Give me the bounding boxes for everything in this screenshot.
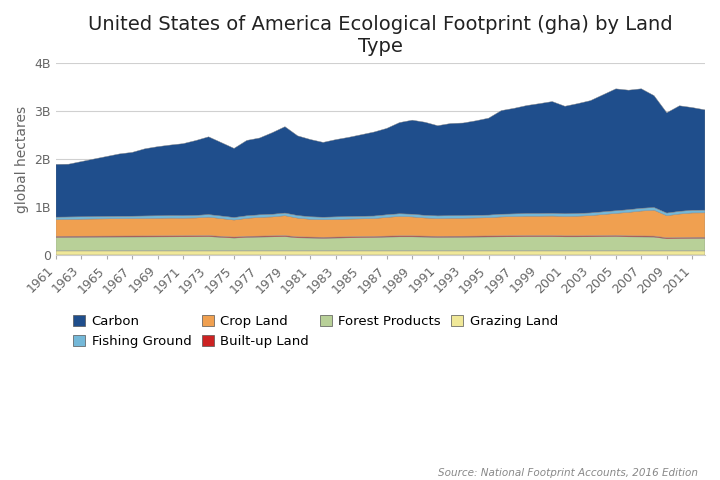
Legend: Carbon, Fishing Ground, Crop Land, Built-up Land, Forest Products, Grazing Land: Carbon, Fishing Ground, Crop Land, Built… — [73, 315, 558, 348]
Title: United States of America Ecological Footprint (gha) by Land
Type: United States of America Ecological Foot… — [88, 15, 672, 56]
Text: Source: National Footprint Accounts, 2016 Edition: Source: National Footprint Accounts, 201… — [438, 468, 698, 478]
Y-axis label: global hectares: global hectares — [15, 106, 29, 213]
